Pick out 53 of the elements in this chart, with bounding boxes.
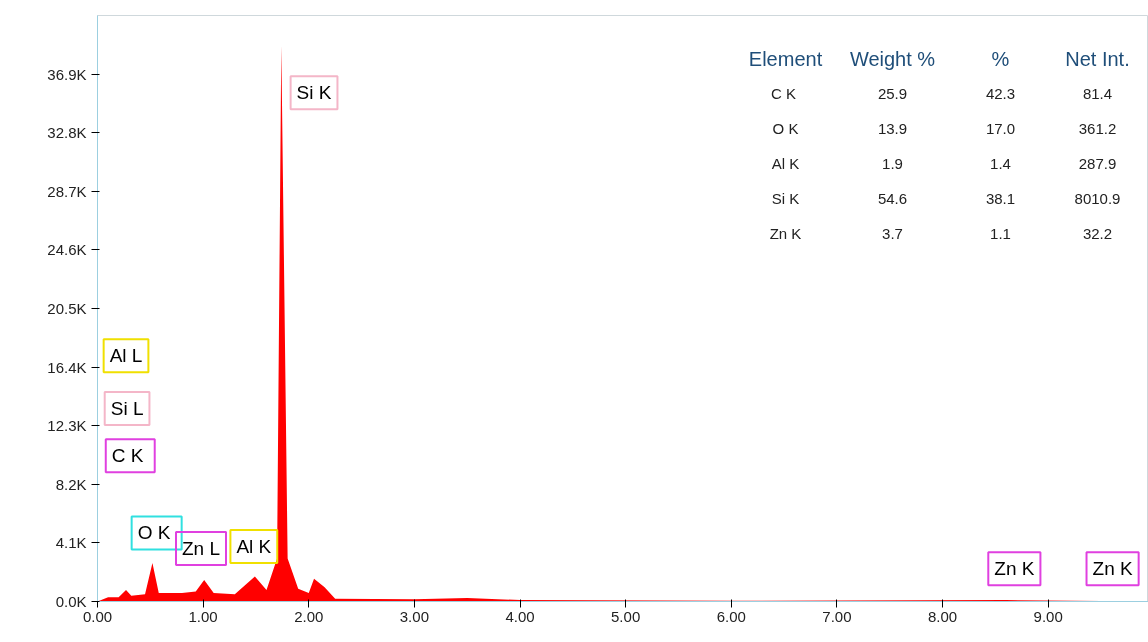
y-tick-label: 36.9K <box>47 65 87 83</box>
annotation: C K <box>770 85 796 102</box>
annotation: C K <box>111 445 144 467</box>
annotation: Si K <box>296 82 332 104</box>
x-tick-label: 8.00 <box>927 607 958 625</box>
annotation: O K <box>772 120 799 137</box>
annotation: 17.0 <box>985 119 1016 137</box>
y-tick-label: 32.8K <box>47 124 87 142</box>
y-tick-label: 12.3K <box>47 417 87 435</box>
x-tick-label: 0.00 <box>82 607 113 625</box>
annotation: 42.3 <box>985 84 1016 102</box>
x-tick-label: 6.00 <box>716 607 746 625</box>
annotation: 287.9 <box>1078 154 1117 172</box>
annotation: Zn K <box>769 225 802 242</box>
y-tick-label: 28.7K <box>47 182 87 200</box>
y-tick-label: 16.4K <box>47 358 87 376</box>
annotation: 1.9 <box>882 154 903 172</box>
y-tick-label: 8.2K <box>55 475 87 493</box>
annotation: Weight % <box>849 47 936 70</box>
annotation: Element <box>748 47 823 70</box>
x-tick-label: 2.00 <box>294 607 324 625</box>
annotation: 25.9 <box>877 84 908 102</box>
annotation: Al L <box>109 345 143 367</box>
annotation: Si L <box>110 398 144 420</box>
x-tick-label: 7.00 <box>822 607 852 625</box>
x-tick-label: 5.00 <box>611 607 641 625</box>
y-tick-label: 0.0K <box>55 593 87 610</box>
annotation: Zn K <box>994 558 1035 580</box>
annotation: O K <box>137 522 171 544</box>
annotation: Al K <box>771 155 800 172</box>
annotation: Zn L <box>182 538 221 560</box>
annotation: Al K <box>236 535 272 557</box>
annotation: Si K <box>771 190 800 207</box>
x-tick-label: 3.00 <box>399 607 429 625</box>
annotation: 1.1 <box>990 224 1011 242</box>
annotation: Zn K <box>1092 558 1133 580</box>
x-tick-label: 4.00 <box>505 607 535 625</box>
annotation: 54.6 <box>877 189 908 207</box>
annotation: % <box>991 47 1010 70</box>
annotation: 8010.9 <box>1074 189 1121 207</box>
annotation: 81.4 <box>1082 84 1113 102</box>
annotation: 1.4 <box>990 154 1011 172</box>
y-tick-label: 20.5K <box>47 300 87 317</box>
x-tick-label: 1.00 <box>188 607 218 625</box>
y-tick-label: 24.6K <box>47 241 87 259</box>
x-tick-label: 9.00 <box>1033 607 1063 625</box>
annotation: 3.7 <box>882 224 903 242</box>
annotation: 32.2 <box>1082 224 1113 242</box>
annotation: 38.1 <box>985 189 1016 207</box>
annotation: 13.9 <box>877 119 908 137</box>
annotation: 361.2 <box>1078 119 1117 137</box>
y-tick-label: 4.1K <box>55 534 87 552</box>
annotation: Net Int. <box>1065 47 1130 70</box>
